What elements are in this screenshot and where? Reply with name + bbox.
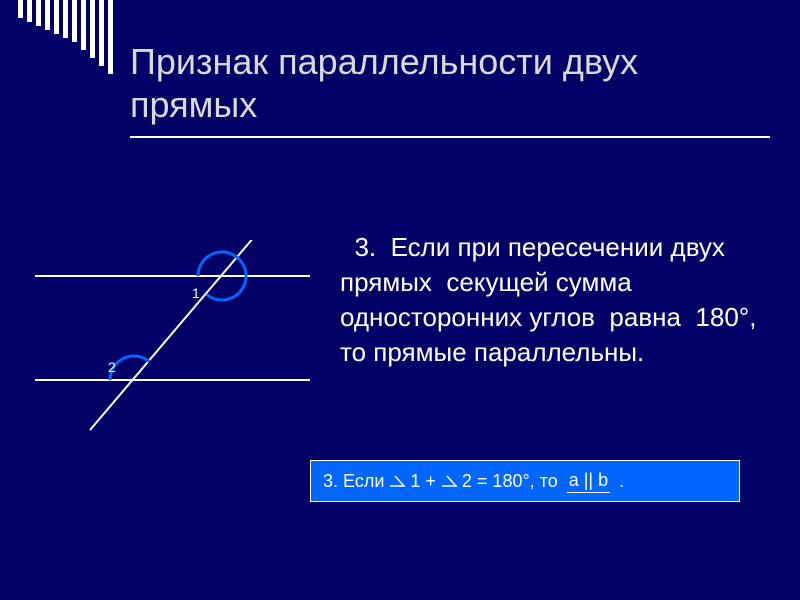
formula-box: 3. Если 1 + 2 = 180°, то a || b . [310,460,740,502]
formula-prefix: 3. Если [323,471,384,492]
geometry-diagram: 12 [20,240,320,440]
decorative-bars [18,0,117,74]
formula-parallel: a || b [567,470,610,493]
slide-title: Признак параллельности двух прямых [130,40,730,126]
svg-text:1: 1 [192,285,200,301]
formula-ang2: 2 [462,471,472,492]
title-underline [130,136,770,138]
theorem-text: 3. Если при пересечении двух прямых секу… [340,230,770,370]
angle-icon [440,472,458,493]
diagram-svg: 12 [20,240,320,440]
angle-icon [388,472,406,493]
formula-suffix: . [614,471,624,492]
title-block: Признак параллельности двух прямых [130,40,730,138]
svg-text:2: 2 [108,359,116,375]
formula-eq: = 180°, то [472,471,563,492]
formula-ang1: 1 + [410,471,436,492]
